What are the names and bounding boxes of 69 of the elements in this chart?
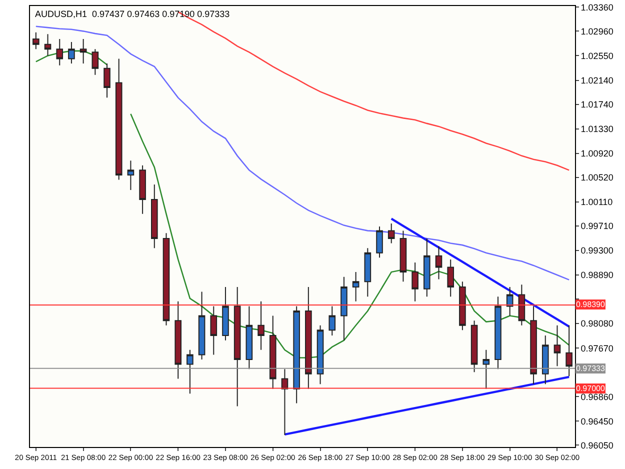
y-tick-label: 0.99710 xyxy=(580,221,614,232)
candlestick xyxy=(127,160,134,190)
candlestick xyxy=(376,226,383,258)
candlestick xyxy=(151,184,158,249)
candlestick xyxy=(424,238,430,298)
candlestick xyxy=(104,63,110,98)
y-tick-label: 1.02550 xyxy=(580,50,614,61)
y-tick-label: 0.98890 xyxy=(580,270,614,280)
candlestick xyxy=(530,306,537,385)
candlestick xyxy=(459,281,466,331)
candlestick xyxy=(80,38,87,64)
candlestick xyxy=(222,286,229,341)
y-tick-label: 1.00520 xyxy=(580,172,614,183)
line-series xyxy=(390,218,570,328)
candlestick xyxy=(162,232,170,326)
candlestick xyxy=(186,349,194,394)
candlestick xyxy=(352,272,360,302)
candlestick xyxy=(482,349,490,390)
candlestick xyxy=(470,320,478,373)
y-tick-label: 1.03360 xyxy=(580,2,614,12)
candlestick xyxy=(340,276,348,341)
candlestick xyxy=(566,324,572,377)
y-tick-label: 0.96860 xyxy=(580,392,614,402)
candlestick xyxy=(139,164,146,214)
candlestick xyxy=(400,230,407,282)
y-tick-label: 1.01740 xyxy=(580,99,614,110)
candlestick xyxy=(494,296,502,370)
candlestick xyxy=(316,324,324,385)
candlestick xyxy=(305,286,312,390)
line-series xyxy=(35,26,570,280)
candlestick xyxy=(198,291,206,360)
candlestick xyxy=(518,284,526,326)
y-tick-label: 1.02960 xyxy=(580,26,614,36)
candlestick xyxy=(554,324,561,367)
candlestick xyxy=(234,286,241,407)
candlestick xyxy=(293,306,300,404)
candlestick xyxy=(447,258,454,298)
ref-line-label: 0.97333 xyxy=(576,364,606,373)
candlestick xyxy=(174,300,182,380)
candlestick xyxy=(281,368,288,436)
candlestick xyxy=(246,306,253,370)
candlestick xyxy=(44,34,52,56)
candlestick xyxy=(210,306,218,356)
y-tick-label: 0.98080 xyxy=(580,318,614,329)
candlestick xyxy=(328,306,336,336)
candlestick xyxy=(258,300,264,350)
candlestick xyxy=(115,58,122,180)
candlestick xyxy=(542,335,549,385)
y-tick-label: 1.00920 xyxy=(580,148,614,159)
y-tick-label: 0.96050 xyxy=(580,440,614,450)
candlestick xyxy=(32,32,40,50)
ref-line-label: 0.98390 xyxy=(576,300,606,309)
y-tick-label: 0.96450 xyxy=(580,416,614,426)
candlestick xyxy=(92,48,99,76)
candlestick xyxy=(506,286,514,316)
candlestick xyxy=(364,248,372,298)
candlestick xyxy=(68,41,75,64)
y-tick-label: 1.01330 xyxy=(580,124,614,134)
candlestick xyxy=(388,223,395,244)
candlestick xyxy=(435,246,442,280)
ref-line-label: 0.97000 xyxy=(576,384,606,393)
y-tick-label: 1.00110 xyxy=(580,197,613,208)
y-tick-label: 0.97670 xyxy=(580,343,614,354)
line-series xyxy=(284,376,570,436)
y-tick-label: 0.99300 xyxy=(580,246,614,256)
y-tick-label: 1.02140 xyxy=(580,75,614,86)
candlestick xyxy=(269,315,276,390)
candlestick xyxy=(56,38,64,66)
candlestick xyxy=(412,262,418,302)
